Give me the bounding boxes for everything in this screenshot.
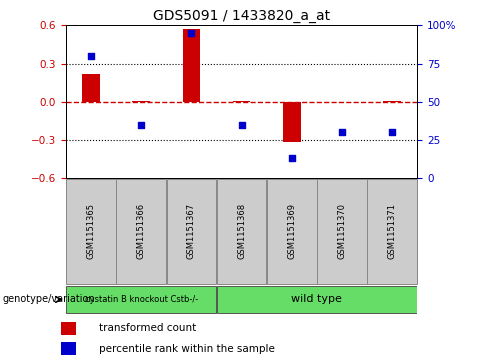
Point xyxy=(388,129,396,135)
FancyBboxPatch shape xyxy=(116,179,166,284)
Point xyxy=(137,122,145,127)
Bar xyxy=(61,342,76,355)
Point xyxy=(238,122,245,127)
FancyBboxPatch shape xyxy=(66,179,116,284)
Text: cystatin B knockout Cstb-/-: cystatin B knockout Cstb-/- xyxy=(84,295,198,304)
Text: GSM1151366: GSM1151366 xyxy=(137,203,146,260)
Text: wild type: wild type xyxy=(291,294,342,305)
FancyBboxPatch shape xyxy=(166,179,216,284)
FancyBboxPatch shape xyxy=(317,179,367,284)
Bar xyxy=(61,322,76,335)
Bar xyxy=(233,101,250,102)
Point xyxy=(338,129,346,135)
FancyBboxPatch shape xyxy=(217,179,266,284)
FancyBboxPatch shape xyxy=(217,286,417,313)
Title: GDS5091 / 1433820_a_at: GDS5091 / 1433820_a_at xyxy=(153,9,330,23)
Text: GSM1151371: GSM1151371 xyxy=(387,203,397,260)
Text: transformed count: transformed count xyxy=(99,323,196,334)
Text: GSM1151368: GSM1151368 xyxy=(237,203,246,260)
Text: GSM1151365: GSM1151365 xyxy=(86,203,96,260)
Text: percentile rank within the sample: percentile rank within the sample xyxy=(99,343,275,354)
Point xyxy=(288,155,296,161)
Bar xyxy=(132,101,150,102)
Text: GSM1151369: GSM1151369 xyxy=(287,203,296,260)
Bar xyxy=(183,29,200,102)
FancyBboxPatch shape xyxy=(66,286,216,313)
Point xyxy=(87,53,95,59)
Bar xyxy=(384,101,401,102)
Point xyxy=(187,30,195,36)
FancyBboxPatch shape xyxy=(267,179,317,284)
Bar xyxy=(82,74,100,102)
Text: genotype/variation: genotype/variation xyxy=(2,294,95,305)
Bar xyxy=(283,102,301,142)
FancyBboxPatch shape xyxy=(367,179,417,284)
Text: GSM1151370: GSM1151370 xyxy=(337,203,346,260)
Text: GSM1151367: GSM1151367 xyxy=(187,203,196,260)
